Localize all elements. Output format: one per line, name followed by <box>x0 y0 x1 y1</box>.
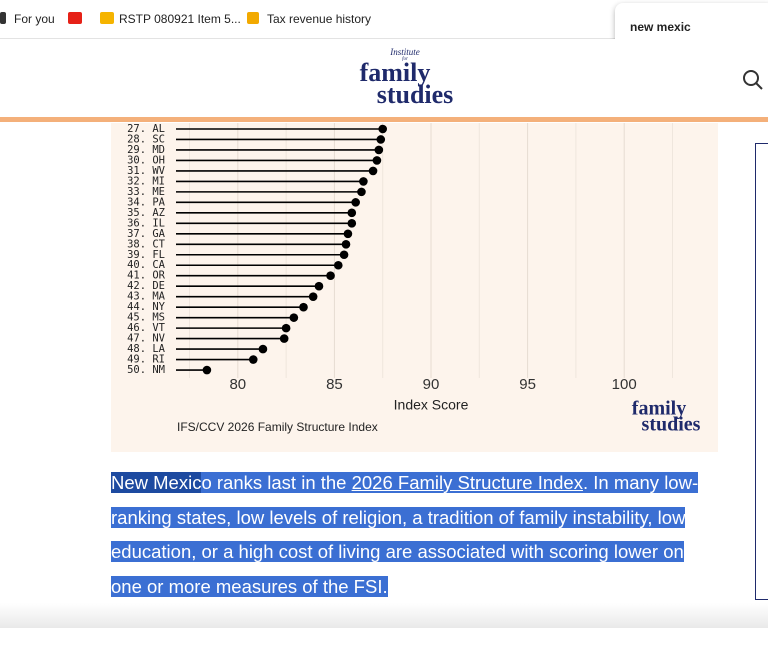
y-tick-label: 41. OR <box>127 270 166 282</box>
dot <box>376 135 386 144</box>
dot <box>339 250 349 260</box>
y-tick-label: 38. CT <box>127 238 166 250</box>
dot <box>357 187 366 197</box>
logo-text: Institute <box>390 47 420 57</box>
find-match: New Mexic <box>111 472 202 493</box>
chart-logo: studies <box>642 414 701 436</box>
dot <box>368 166 378 176</box>
y-tick-label: 28. SC <box>127 133 165 145</box>
dot <box>326 271 335 281</box>
bookmark[interactable]: For you <box>14 12 55 26</box>
sidebar-box <box>755 143 768 600</box>
icon <box>100 12 114 24</box>
link[interactable]: 2026 Family Structure Index <box>351 472 583 493</box>
y-tick-label: 39. FL <box>127 249 165 261</box>
y-tick-label: 49. RI <box>127 354 165 366</box>
source: IFS/CCV 2026 Family Structure Index <box>177 420 378 434</box>
chart-background <box>111 123 718 452</box>
dot <box>299 302 308 312</box>
y-tick-label: 50. NM <box>127 364 165 376</box>
dot <box>347 208 357 218</box>
site-header: Institute for family studies <box>0 39 768 122</box>
dot <box>202 365 212 375</box>
x-tick-label: 95 <box>519 376 536 393</box>
chart-logo: family <box>632 398 686 420</box>
y-tick-label: 48. LA <box>127 343 166 355</box>
bookmarks-bar: For you RSTP 080921 Item 5... Tax revenu… <box>0 0 768 39</box>
dot <box>372 156 382 165</box>
dot <box>351 198 360 207</box>
logo-text: for <box>402 57 408 62</box>
y-tick-label: 29. MD <box>127 144 165 156</box>
y-tick-label: 44. NY <box>127 301 166 313</box>
icon <box>0 12 6 24</box>
dot <box>289 313 299 322</box>
footer-shade <box>0 603 768 628</box>
bookmark[interactable]: RSTP 080921 Item 5... <box>119 12 241 26</box>
y-tick-label: 30. OH <box>127 154 165 166</box>
x-tick-label: 85 <box>326 376 343 393</box>
y-tick-label: 27. AL <box>127 123 165 135</box>
dot <box>341 239 351 249</box>
y-tick-label: 35. AZ <box>127 207 165 219</box>
logo-text: family <box>359 58 431 87</box>
dot <box>248 355 258 364</box>
dot <box>347 219 357 228</box>
dot <box>333 260 343 270</box>
dot <box>359 177 368 186</box>
dot <box>308 292 318 301</box>
x-tick-label: 100 <box>612 376 637 393</box>
y-tick-label: 46. VT <box>127 322 166 334</box>
y-tick-label: 36. IL <box>127 217 165 229</box>
paragraph: New Mexico ranks last in the 2026 Family… <box>111 466 716 604</box>
chart: 80 85 90 95 100 Index Score IFS/CCV 2026 Famil… <box>111 123 718 452</box>
dot <box>378 124 388 134</box>
y-tick-label: 42. DE <box>127 280 165 292</box>
x-tick-label: 90 <box>423 376 440 393</box>
y-tick-label: 34. PA <box>127 196 166 208</box>
y-tick-label: 43. MA <box>127 291 166 303</box>
dot <box>279 334 289 343</box>
x-axis-label: Index Score <box>394 397 469 413</box>
dot <box>258 344 268 354</box>
y-tick-label: 40. CA <box>127 259 166 271</box>
dot <box>374 145 384 155</box>
site-logo[interactable]: Institute for family studies <box>340 47 470 109</box>
dot <box>281 323 291 333</box>
y-tick-label: 33. ME <box>127 186 165 198</box>
y-tick-label: 37. GA <box>127 228 166 240</box>
bookmark[interactable]: Tax revenue history <box>267 12 372 26</box>
text: o ranks last in the <box>201 472 352 493</box>
dot <box>314 281 324 291</box>
logo-text: studies <box>376 80 454 109</box>
y-tick-label: 32. MI <box>127 175 165 187</box>
search-icon[interactable] <box>742 69 764 91</box>
y-tick-label: 47. NV <box>127 333 166 345</box>
dot <box>343 229 353 239</box>
y-tick-label: 45. MS <box>127 312 165 324</box>
y-tick-label: 31. WV <box>127 165 166 177</box>
icon <box>247 12 259 24</box>
icon <box>68 12 82 24</box>
find-query: new mexic <box>630 20 691 34</box>
x-tick-label: 80 <box>229 376 246 393</box>
